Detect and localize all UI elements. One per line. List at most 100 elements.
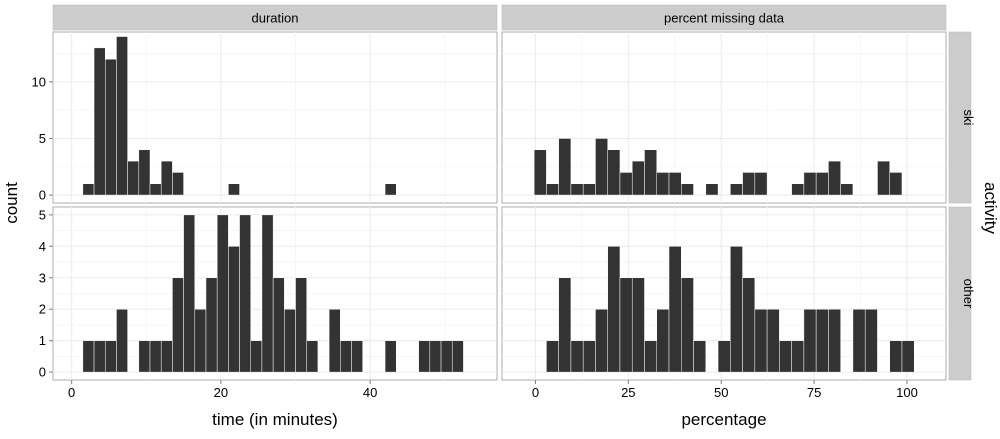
y-tick-label: 0 xyxy=(39,365,46,380)
y-tick-label: 2 xyxy=(39,302,46,317)
histogram-bar xyxy=(619,277,633,373)
histogram-bar xyxy=(619,172,633,196)
histogram-bar xyxy=(239,214,251,373)
y-tick-label: 5 xyxy=(39,207,46,222)
histogram-bar xyxy=(766,308,780,373)
histogram-bar xyxy=(889,172,903,196)
histogram-bar xyxy=(172,172,184,196)
x-tick-label: 75 xyxy=(807,385,821,400)
x-tick-label: 20 xyxy=(214,385,228,400)
histogram-bar xyxy=(116,308,128,373)
y-tick-label: 5 xyxy=(39,131,46,146)
x-tick-label: 50 xyxy=(714,385,728,400)
histogram-bar xyxy=(644,340,657,373)
histogram-bar xyxy=(791,340,805,373)
histogram-bar xyxy=(228,246,240,373)
histogram-bar xyxy=(852,308,866,373)
histogram-bar xyxy=(631,160,645,196)
y-tick-label: 4 xyxy=(39,239,46,254)
x-tick-label: 0 xyxy=(68,385,75,400)
histogram-bar xyxy=(228,183,240,196)
histogram-bar xyxy=(82,340,95,373)
histogram-bar xyxy=(791,183,805,196)
histogram-bar xyxy=(116,36,128,196)
y-axis-title: count xyxy=(2,182,21,224)
histogram-bar xyxy=(681,277,694,373)
histogram-bar xyxy=(104,58,117,196)
histogram-bar xyxy=(779,340,792,373)
histogram-bar xyxy=(803,308,817,373)
panel-1 xyxy=(501,31,947,204)
histogram-bar xyxy=(754,172,768,196)
histogram-bar xyxy=(644,149,657,196)
histogram-bar xyxy=(815,172,829,196)
histogram-bar xyxy=(864,308,878,373)
histogram-bar xyxy=(656,172,670,196)
histogram-bar xyxy=(607,149,621,196)
x-tick-label: 40 xyxy=(363,385,377,400)
x-tick-label: 0 xyxy=(532,385,539,400)
histogram-bar xyxy=(272,277,285,373)
histogram-bar xyxy=(558,277,572,373)
histogram-bar xyxy=(582,340,596,373)
histogram-bar xyxy=(172,277,184,373)
facet-strip-col-1 xyxy=(501,4,947,31)
histogram-bar xyxy=(668,172,682,196)
x-axis-title-right: percentage xyxy=(681,410,766,429)
histogram-bar xyxy=(138,149,151,196)
histogram-bar xyxy=(127,160,140,196)
histogram-bar xyxy=(149,183,162,196)
facet-strip-row-label-0: ski xyxy=(961,110,976,126)
histogram-bar xyxy=(742,277,756,373)
y-tick-label: 0 xyxy=(39,188,46,203)
histogram-bar xyxy=(104,340,117,373)
histogram-bar xyxy=(546,183,559,196)
histogram-bar xyxy=(889,340,903,373)
histogram-bar xyxy=(815,308,829,373)
histogram-bar xyxy=(828,160,841,196)
x-tick-label: 25 xyxy=(621,385,635,400)
histogram-bar xyxy=(340,340,352,373)
histogram-bar xyxy=(93,47,106,196)
histogram-bar xyxy=(183,214,196,373)
histogram-bar xyxy=(429,340,442,373)
histogram-bar xyxy=(351,340,363,373)
x-tick-label: 100 xyxy=(896,385,918,400)
histogram-bar xyxy=(149,340,162,373)
histogram-bar xyxy=(693,340,707,373)
histogram-bar xyxy=(570,340,584,373)
y-tick-label: 3 xyxy=(39,270,46,285)
histogram-bar xyxy=(840,183,854,196)
histogram-bar xyxy=(418,340,431,373)
histogram-bar xyxy=(328,308,341,373)
histogram-bar xyxy=(306,340,319,373)
histogram-bar xyxy=(877,160,890,196)
facet-strip-col-label-1: percent missing data xyxy=(664,11,785,26)
y-tick-label: 10 xyxy=(32,74,46,89)
histogram-bar xyxy=(668,246,682,373)
histogram-bar xyxy=(730,183,743,196)
histogram-bar xyxy=(558,138,572,196)
histogram-bar xyxy=(194,308,207,373)
histogram-bar xyxy=(284,308,296,373)
histogram-bar xyxy=(717,340,731,373)
histogram-bar xyxy=(705,183,719,196)
histogram-bar xyxy=(607,246,621,373)
x-axis-title-left: time (in minutes) xyxy=(212,410,338,429)
histogram-bar xyxy=(82,183,95,196)
histogram-bar xyxy=(451,340,464,373)
facet-strip-col-0 xyxy=(52,4,498,31)
histogram-bar xyxy=(384,340,397,373)
histogram-bar xyxy=(160,340,173,373)
histogram-bar xyxy=(828,308,841,373)
histogram-bar xyxy=(205,277,218,373)
histogram-bar xyxy=(901,340,915,373)
histogram-bar xyxy=(595,138,608,196)
facet-strip-row-0 xyxy=(948,31,972,204)
facet-strip-col-label-0: duration xyxy=(252,11,299,26)
histogram-bar xyxy=(216,214,229,373)
histogram-bar xyxy=(546,340,559,373)
histogram-bar xyxy=(582,183,596,196)
